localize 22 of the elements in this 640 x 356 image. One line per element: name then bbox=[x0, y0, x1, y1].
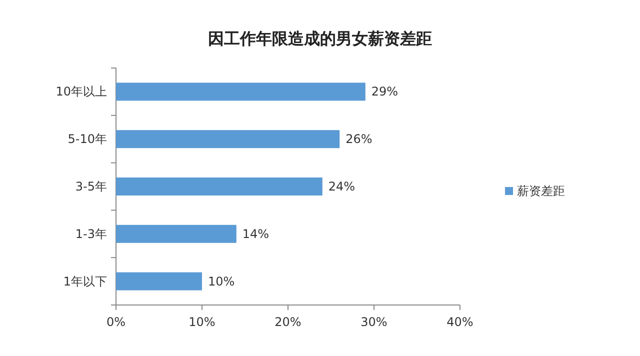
x-tick-label: 10% bbox=[188, 315, 216, 329]
data-label: 14% bbox=[242, 226, 270, 241]
bar bbox=[116, 272, 202, 290]
x-tick-label: 0% bbox=[106, 315, 126, 329]
y-tick-label: 1年以下 bbox=[63, 274, 107, 288]
data-label: 10% bbox=[208, 274, 235, 288]
data-label: 29% bbox=[371, 84, 398, 99]
x-tick-label: 40% bbox=[446, 315, 474, 329]
bar bbox=[116, 130, 340, 148]
chart-title: 因工作年限造成的男女薪资差距 bbox=[208, 29, 432, 48]
bar bbox=[116, 82, 366, 101]
x-tick-label: 20% bbox=[274, 315, 302, 329]
bar bbox=[116, 224, 236, 243]
data-label: 24% bbox=[328, 180, 356, 194]
y-tick-label: 3-5年 bbox=[75, 180, 107, 194]
y-tick-label: 1-3年 bbox=[75, 226, 107, 241]
y-tick-label: 10年以上 bbox=[56, 84, 107, 99]
x-tick-label: 30% bbox=[360, 315, 388, 329]
data-label: 26% bbox=[346, 132, 372, 146]
bar bbox=[116, 177, 322, 196]
y-tick-label: 5-10年 bbox=[68, 132, 107, 146]
legend-label: 薪资差距 bbox=[517, 184, 565, 198]
